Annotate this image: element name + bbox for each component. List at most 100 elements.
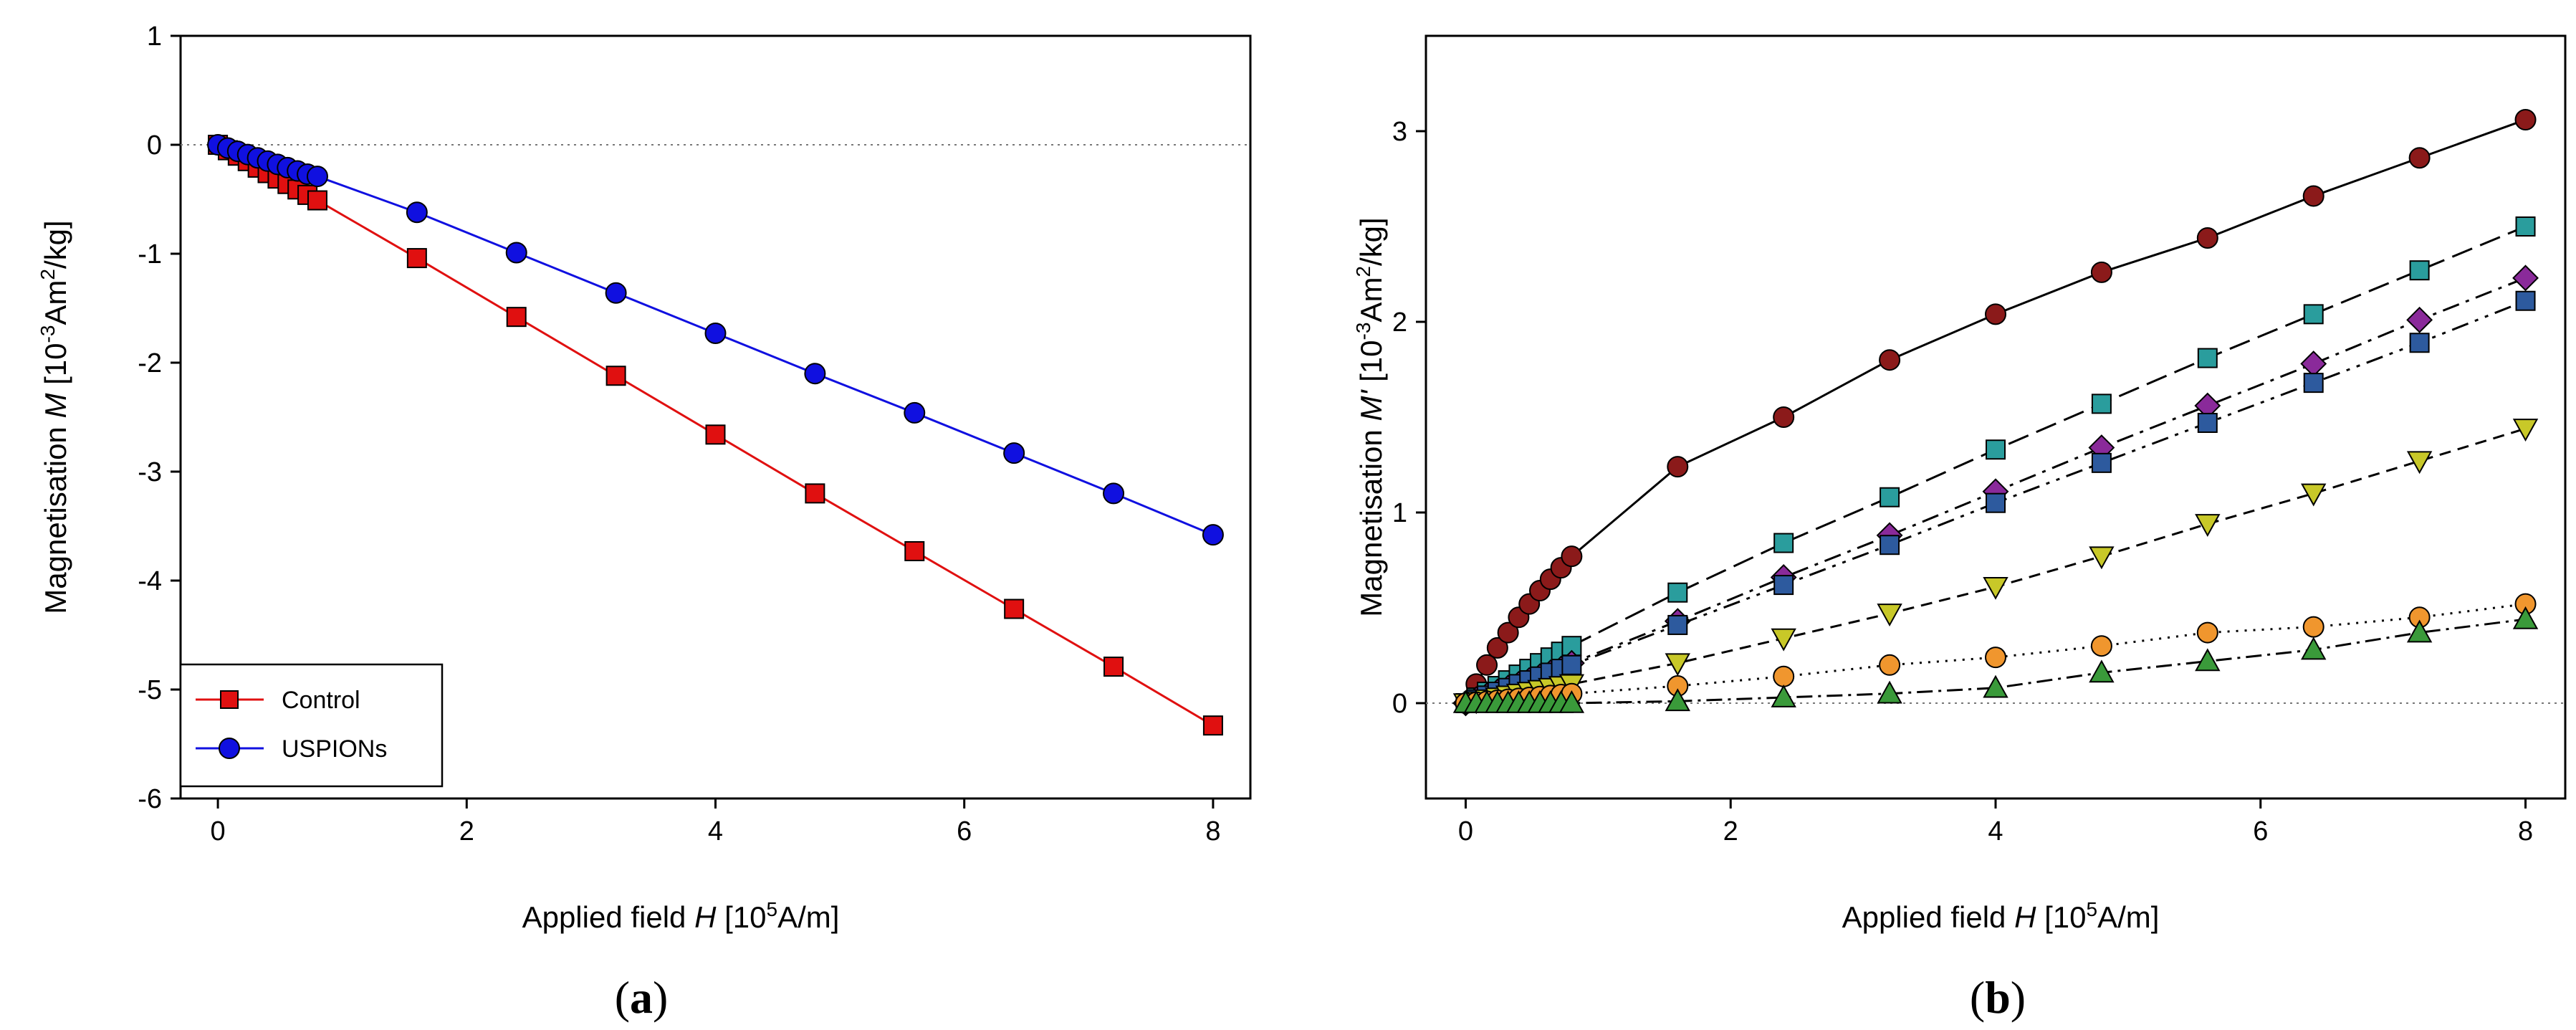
x-tick-label: 0 xyxy=(1458,816,1473,847)
data-point xyxy=(2406,451,2433,475)
data-point xyxy=(2512,264,2539,292)
data-point xyxy=(2091,452,2112,473)
data-point xyxy=(2090,635,2112,657)
x-tick-label: 8 xyxy=(2518,816,2533,847)
panel-b-ylabel-sym: M' xyxy=(1354,389,1388,421)
data-point xyxy=(1497,621,1519,644)
panel-b-ylabel-pre2: [10 xyxy=(1354,340,1388,390)
data-point xyxy=(1771,684,1796,707)
y-tick-label: -6 xyxy=(138,784,162,814)
panel-b-ylabel-exp2: 2 xyxy=(1352,266,1374,277)
data-point xyxy=(2409,333,2430,353)
data-point xyxy=(1773,406,1795,428)
data-point xyxy=(2406,306,2433,333)
data-point xyxy=(1773,665,1795,687)
data-point xyxy=(2300,351,2327,377)
data-point xyxy=(1202,715,1223,736)
panel-b-ylabel-post: Am xyxy=(1354,277,1388,323)
data-point xyxy=(1986,439,2006,460)
panel-a-xlabel-exp: 5 xyxy=(766,898,777,920)
data-point xyxy=(2196,621,2218,644)
data-point xyxy=(1983,576,2008,600)
data-point xyxy=(2512,606,2539,629)
data-point xyxy=(804,363,826,385)
panel-a-letter: a xyxy=(630,972,653,1023)
data-point xyxy=(1773,575,1794,596)
data-point xyxy=(2514,109,2537,131)
panel-b-ylabel-exp: -3 xyxy=(1352,323,1374,340)
y-tick-label: 1 xyxy=(147,22,162,52)
panel-a-series xyxy=(207,134,1224,736)
data-point xyxy=(1880,535,1900,555)
data-point xyxy=(1004,599,1025,619)
panel-a-x-ticks: 0 2 4 6 8 xyxy=(211,798,1220,847)
panel-a-ylabel-post: Am xyxy=(39,280,72,325)
data-point xyxy=(2515,216,2536,237)
panel-b-x-ticks: 0 2 4 6 8 xyxy=(1458,798,2533,847)
data-point xyxy=(1771,628,1796,652)
panel-a-xlabel-post: A/m] xyxy=(777,900,839,934)
y-tick-label: 1 xyxy=(1392,498,1407,528)
data-point xyxy=(2409,260,2430,281)
data-point xyxy=(2512,419,2539,442)
panel-b-xlabel-pre2: [10 xyxy=(2036,900,2086,934)
data-point xyxy=(2302,185,2324,207)
data-point xyxy=(704,322,727,344)
x-tick-label: 2 xyxy=(1723,816,1738,847)
data-point xyxy=(2197,348,2218,368)
panel-a-y-axis-label: Magnetisation M [10-3Am2/kg] xyxy=(37,220,72,614)
data-point xyxy=(1983,674,2008,698)
panel-a-xlabel-pre2: [10 xyxy=(716,900,766,934)
y-tick-label: -5 xyxy=(138,675,162,705)
data-point xyxy=(1561,654,1582,675)
panel-a-ylabel-sym: M xyxy=(39,394,72,419)
data-point xyxy=(2091,394,2112,414)
series-line-2 xyxy=(1465,225,2527,705)
panel-a-legend: Control USPIONs xyxy=(179,663,444,788)
data-point xyxy=(2303,373,2324,394)
data-point xyxy=(2196,226,2218,249)
panel-a-x-axis-label: Applied field H [105A/m] xyxy=(522,898,840,934)
panel-b-x-axis-label: Applied field H [105A/m] xyxy=(1842,898,2160,934)
panel-b-y-ticks: 3 2 1 0 xyxy=(1392,117,1426,719)
y-tick-label: 0 xyxy=(147,130,162,161)
data-point xyxy=(1877,604,1902,627)
data-point xyxy=(1877,680,1902,704)
panel-a-caption: (a) xyxy=(615,972,669,1023)
panel-b-xlabel-pre: Applied field xyxy=(1842,900,2015,934)
legend-control-marker xyxy=(220,690,239,709)
data-point xyxy=(1986,492,2006,513)
data-point xyxy=(605,366,626,386)
panel-b-ylabel-pre: Magnetisation xyxy=(1354,421,1388,617)
data-point xyxy=(1103,482,1125,505)
panel-b-xlabel-sym: H xyxy=(2014,900,2036,934)
data-point xyxy=(1103,657,1124,677)
x-tick-label: 4 xyxy=(708,816,723,847)
data-point xyxy=(1003,442,1025,464)
legend-uspions-label: USPIONs xyxy=(282,735,387,763)
data-point xyxy=(2090,261,2112,283)
data-point xyxy=(1665,653,1690,677)
y-tick-label: 0 xyxy=(1392,689,1407,719)
data-point xyxy=(2089,546,2115,570)
data-point xyxy=(904,540,925,561)
panel-a-y-ticks: 1 0 -1 -2 -3 -4 -5 -6 xyxy=(138,22,181,814)
series-line-1 xyxy=(1465,118,2527,704)
data-point xyxy=(1476,654,1498,676)
data-point xyxy=(904,401,926,424)
data-point xyxy=(1985,303,2006,325)
data-point xyxy=(1773,533,1794,553)
panel-b-xlabel-exp: 5 xyxy=(2086,898,2097,920)
data-point xyxy=(505,242,527,264)
data-point xyxy=(1879,654,1901,676)
data-point xyxy=(506,307,527,328)
data-point xyxy=(406,248,427,269)
y-tick-label: -1 xyxy=(138,239,162,270)
legend-control-label: Control xyxy=(282,687,360,714)
y-tick-label: 3 xyxy=(1392,117,1407,147)
data-point xyxy=(805,483,825,504)
data-point xyxy=(2301,483,2327,507)
data-point xyxy=(2197,412,2218,433)
